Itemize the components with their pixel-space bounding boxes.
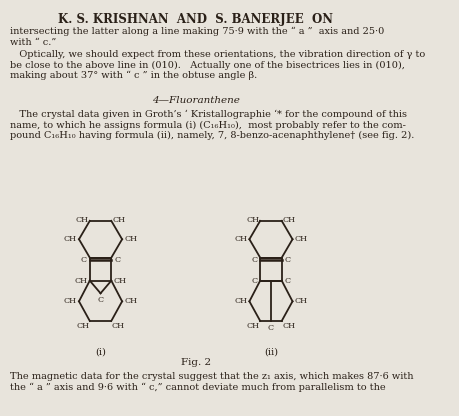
Text: CH: CH bbox=[281, 322, 294, 330]
Text: CH: CH bbox=[294, 297, 307, 305]
Text: CH: CH bbox=[112, 322, 124, 330]
Text: (ii): (ii) bbox=[263, 348, 277, 357]
Text: CH: CH bbox=[234, 235, 247, 243]
Text: The magnetic data for the crystal suggest that the z₁ axis, which makes 87·6 wit: The magnetic data for the crystal sugges… bbox=[10, 372, 413, 392]
Text: C: C bbox=[81, 256, 87, 264]
Text: K. S. KRISHNAN  AND  S. BANERJEE  ON: K. S. KRISHNAN AND S. BANERJEE ON bbox=[58, 13, 333, 26]
Text: CH: CH bbox=[234, 297, 247, 305]
Text: (i): (i) bbox=[95, 348, 106, 357]
Text: CH: CH bbox=[282, 216, 295, 224]
Text: Fig. 2: Fig. 2 bbox=[180, 358, 211, 367]
Text: C: C bbox=[251, 256, 257, 264]
Text: CH: CH bbox=[124, 235, 137, 243]
Text: C: C bbox=[97, 296, 103, 304]
Text: CH: CH bbox=[74, 277, 88, 285]
Text: CH: CH bbox=[294, 235, 307, 243]
Text: CH: CH bbox=[246, 322, 259, 330]
Text: intersecting the latter along a line making 75·9 with the “ a ”  axis and 25·0
w: intersecting the latter along a line mak… bbox=[10, 27, 384, 47]
Text: Optically, we should expect from these orientations, the vibration direction of : Optically, we should expect from these o… bbox=[10, 50, 425, 80]
Text: CH: CH bbox=[124, 297, 137, 305]
Text: CH: CH bbox=[112, 216, 125, 224]
Text: CH: CH bbox=[113, 277, 126, 285]
Text: CH: CH bbox=[75, 216, 89, 224]
Text: CH: CH bbox=[64, 297, 77, 305]
Text: The crystal data given in Groth’s ‘ Kristallographie ‘* for the compound of this: The crystal data given in Groth’s ‘ Kris… bbox=[10, 110, 414, 141]
Text: C: C bbox=[267, 324, 274, 332]
Text: CH: CH bbox=[64, 235, 77, 243]
Text: C: C bbox=[284, 256, 290, 264]
Text: C: C bbox=[251, 277, 257, 285]
Text: 4—Fluoranthene: 4—Fluoranthene bbox=[152, 96, 240, 105]
Text: CH: CH bbox=[246, 216, 258, 224]
Text: C: C bbox=[114, 256, 120, 264]
Text: C: C bbox=[284, 277, 290, 285]
Text: CH: CH bbox=[76, 322, 89, 330]
